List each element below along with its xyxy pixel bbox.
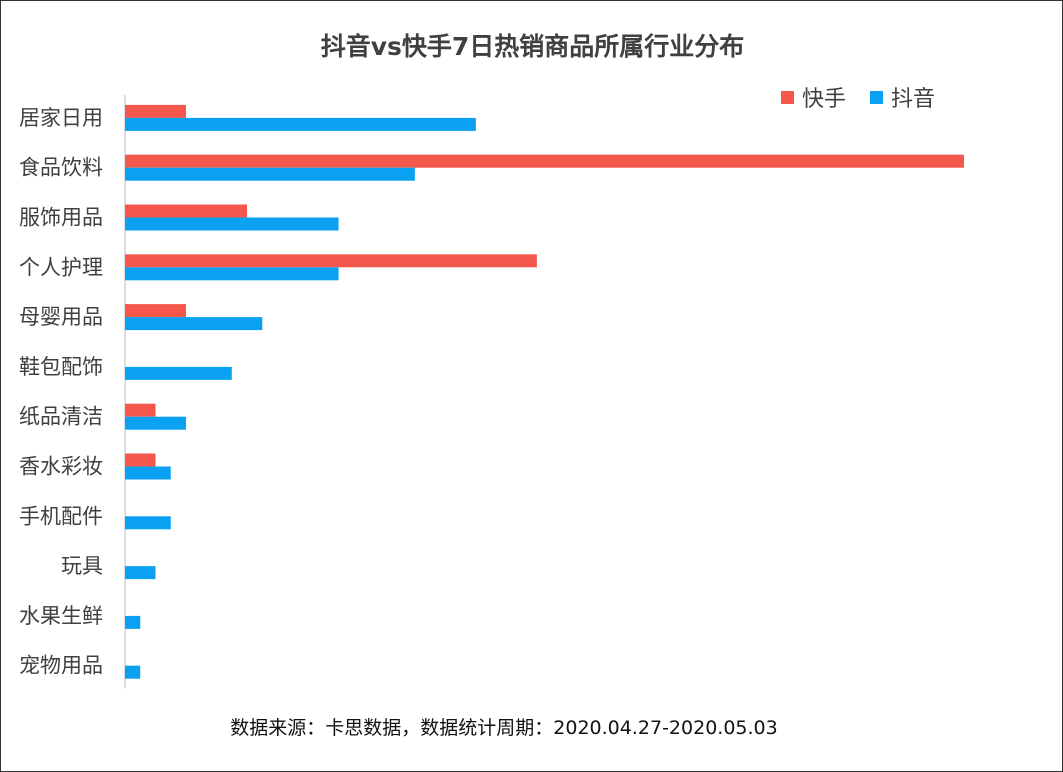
bar-douyin — [125, 217, 339, 231]
bar-douyin — [125, 566, 156, 580]
bar-kuaishou — [125, 154, 964, 168]
legend-swatch-douyin — [870, 90, 884, 104]
category-label: 母婴用品 — [19, 305, 103, 329]
legend-label-kuaishou: 快手 — [802, 87, 847, 112]
chart-title: 抖音vs快手7日热销商品所属行业分布 — [320, 32, 745, 61]
bar-kuaishou — [125, 403, 156, 417]
legend-label-douyin: 抖音 — [891, 87, 936, 112]
bar-douyin — [125, 466, 171, 480]
bar-douyin — [125, 117, 476, 131]
category-label: 香水彩妆 — [19, 455, 103, 479]
bar-douyin — [125, 665, 141, 679]
category-label: 宠物用品 — [19, 654, 103, 678]
category-label: 居家日用 — [19, 106, 103, 130]
category-label: 个人护理 — [19, 255, 103, 279]
category-label: 水果生鲜 — [19, 604, 103, 628]
legend-swatch-kuaishou — [781, 90, 794, 104]
category-label: 鞋包配饰 — [19, 355, 103, 379]
legend: 快手 抖音 — [781, 81, 959, 113]
bar-douyin — [125, 267, 339, 281]
source-note: 数据来源：卡思数据，数据统计周期：2020.04.27-2020.05.03 — [230, 717, 778, 739]
category-label: 食品饮料 — [19, 156, 103, 180]
category-label: 纸品清洁 — [19, 405, 103, 429]
bar-douyin — [125, 615, 141, 629]
category-label: 手机配件 — [19, 504, 103, 528]
bar-kuaishou — [125, 104, 187, 118]
bar-douyin — [125, 317, 263, 331]
bar-kuaishou — [125, 204, 248, 218]
bar-douyin — [125, 366, 232, 380]
category-label: 服饰用品 — [19, 206, 103, 230]
bar-kuaishou — [125, 453, 156, 467]
bar-kuaishou — [125, 304, 187, 318]
bar-douyin — [125, 516, 171, 530]
legend-item-douyin: 抖音 — [870, 81, 935, 113]
legend-item-kuaishou: 快手 — [781, 81, 846, 113]
category-label: 玩具 — [61, 554, 103, 578]
bar-douyin — [125, 167, 415, 181]
bar-douyin — [125, 416, 187, 430]
bar-kuaishou — [125, 254, 537, 268]
